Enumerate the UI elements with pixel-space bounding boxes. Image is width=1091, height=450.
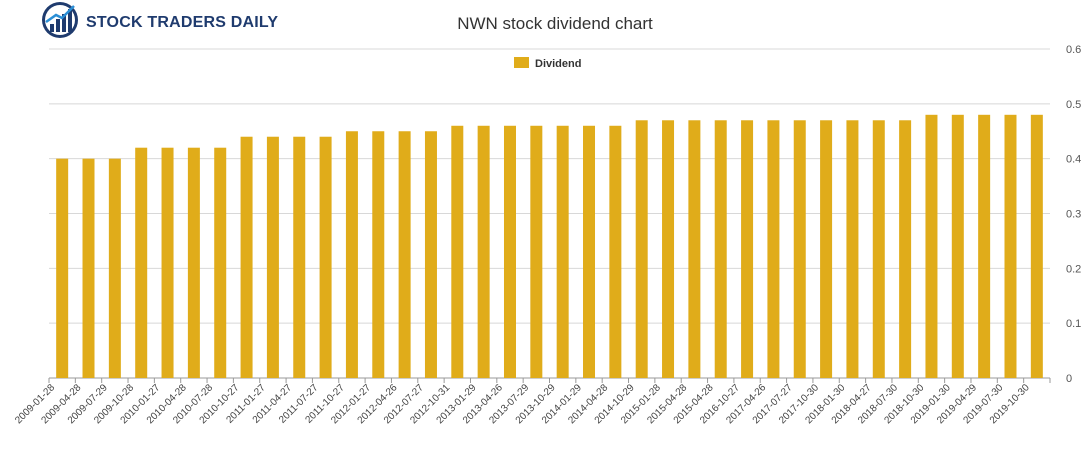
bar[interactable] bbox=[319, 136, 332, 378]
bars bbox=[56, 114, 1043, 379]
y-tick-label: 0.2 bbox=[1066, 263, 1081, 275]
bar[interactable] bbox=[1030, 114, 1043, 379]
y-tick-label: 0.3 bbox=[1066, 209, 1081, 221]
bar[interactable] bbox=[741, 120, 754, 378]
bar[interactable] bbox=[925, 114, 938, 379]
x-tick-labels: 2009-01-282009-04-282009-07-292009-10-28… bbox=[13, 382, 1032, 426]
bar[interactable] bbox=[688, 120, 701, 378]
y-tick-label: 0.4 bbox=[1066, 154, 1081, 166]
bar[interactable] bbox=[451, 125, 464, 379]
chart-logo-icon bbox=[42, 2, 78, 38]
y-tick-label: 0 bbox=[1066, 373, 1072, 385]
bar[interactable] bbox=[767, 120, 780, 378]
y-tick-label: 0.5 bbox=[1066, 99, 1081, 111]
logo-text: STOCK TRADERS DAILY bbox=[86, 14, 278, 31]
bar[interactable] bbox=[161, 147, 174, 378]
bar[interactable] bbox=[793, 120, 806, 378]
bar[interactable] bbox=[56, 158, 69, 378]
bar[interactable] bbox=[1004, 114, 1017, 379]
bar[interactable] bbox=[846, 120, 859, 378]
bar[interactable] bbox=[266, 136, 279, 378]
bar[interactable] bbox=[662, 120, 675, 378]
legend[interactable]: Dividend bbox=[514, 57, 581, 70]
bar[interactable] bbox=[135, 147, 148, 378]
bar[interactable] bbox=[556, 125, 569, 379]
bar[interactable] bbox=[108, 158, 121, 378]
logo[interactable]: STOCK TRADERS DAILY bbox=[42, 2, 278, 38]
bar[interactable] bbox=[978, 114, 991, 379]
bar[interactable] bbox=[503, 125, 516, 379]
bar[interactable] bbox=[477, 125, 490, 379]
legend-swatch bbox=[514, 57, 529, 68]
bar[interactable] bbox=[424, 131, 437, 378]
bar[interactable] bbox=[240, 136, 253, 378]
chart-title: NWN stock dividend chart bbox=[457, 14, 653, 33]
bar[interactable] bbox=[872, 120, 885, 378]
legend-label: Dividend bbox=[535, 58, 581, 70]
bar[interactable] bbox=[609, 125, 622, 379]
bar[interactable] bbox=[714, 120, 727, 378]
x-axis bbox=[48, 378, 1051, 383]
bar[interactable] bbox=[214, 147, 227, 378]
y-axis: 0 0.1 0.2 0.3 0.4 0.5 0.6 bbox=[1066, 44, 1081, 385]
bar[interactable] bbox=[530, 125, 543, 379]
bar[interactable] bbox=[951, 114, 964, 379]
y-tick-label: 0.6 bbox=[1066, 44, 1081, 56]
y-tick-label: 0.1 bbox=[1066, 318, 1081, 330]
bar[interactable] bbox=[899, 120, 912, 378]
bar[interactable] bbox=[583, 125, 596, 379]
bar[interactable] bbox=[82, 158, 95, 378]
bar[interactable] bbox=[372, 131, 385, 378]
bar[interactable] bbox=[293, 136, 306, 378]
bar[interactable] bbox=[398, 131, 411, 378]
bar[interactable] bbox=[820, 120, 833, 378]
bar[interactable] bbox=[635, 120, 648, 378]
bar[interactable] bbox=[187, 147, 200, 378]
bar[interactable] bbox=[345, 131, 358, 378]
